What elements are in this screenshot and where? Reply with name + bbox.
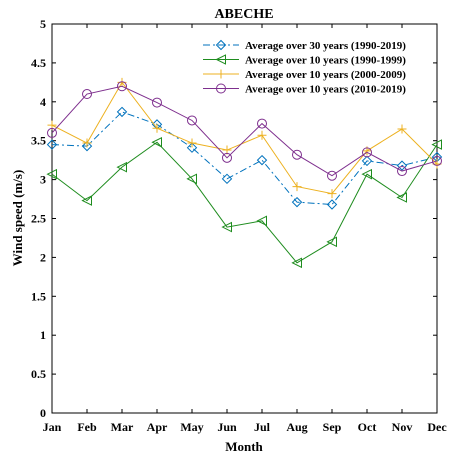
data-point <box>46 139 58 150</box>
data-point <box>81 195 92 206</box>
data-point <box>82 89 92 100</box>
legend-entry: Average over 10 years (2000-2009) <box>245 69 406 81</box>
series-line-3 <box>51 85 438 177</box>
data-point <box>117 81 127 92</box>
data-point <box>256 154 268 166</box>
x-tick-label: Jan <box>43 420 62 434</box>
x-tick-label: Jul <box>254 420 271 434</box>
data-point <box>292 182 302 192</box>
data-point <box>361 168 372 180</box>
x-tick-label: Sep <box>323 420 342 434</box>
x-tick-label: Jun <box>217 420 237 434</box>
data-point <box>186 142 198 153</box>
data-point <box>257 118 267 129</box>
y-tick-label: 0.5 <box>31 367 46 381</box>
x-tick-label: Nov <box>392 420 413 434</box>
data-point <box>257 130 267 140</box>
data-point <box>432 155 442 166</box>
x-tick-label: Mar <box>111 420 134 434</box>
x-tick-label: Oct <box>358 420 377 434</box>
y-tick-label: 4.5 <box>31 56 46 70</box>
y-tick-label: 0 <box>40 406 46 420</box>
plot-area: 0 0.5 1 1.5 2 2.5 3 3.5 4 4.5 5 Jan Feb Mar Apr May Jun J… <box>31 17 447 434</box>
y-tick-label: 1 <box>40 328 46 342</box>
data-point <box>47 127 57 138</box>
data-point <box>81 140 93 152</box>
x-tick-label: Dec <box>427 420 447 434</box>
data-point <box>256 215 267 227</box>
y-tick-label: 3 <box>40 173 46 187</box>
legend-marker-2 <box>216 69 226 79</box>
legend-entry: Average over 10 years (1990-1999) <box>245 55 406 67</box>
data-point <box>82 138 92 148</box>
data-point <box>187 115 197 126</box>
legend: Average over 30 years (1990-2019) Average… <box>203 39 406 96</box>
data-point <box>186 173 197 185</box>
data-point <box>187 138 197 148</box>
data-point <box>116 161 127 173</box>
series-line-2 <box>51 81 438 195</box>
data-point <box>117 77 127 87</box>
data-point <box>397 166 407 177</box>
legend-marker-3 <box>216 83 226 94</box>
y-tick-label: 3.5 <box>31 134 46 148</box>
data-point <box>292 149 302 160</box>
legend-entry: Average over 10 years (2010-2019) <box>245 84 406 96</box>
legend-marker-0 <box>215 39 227 51</box>
data-point <box>361 155 373 167</box>
data-point <box>222 152 232 163</box>
x-tick-label: Feb <box>77 420 97 434</box>
series-line-1 <box>51 141 438 264</box>
data-point <box>431 139 442 150</box>
data-point <box>326 236 337 248</box>
x-tick-label: May <box>180 420 203 434</box>
data-point <box>397 124 407 134</box>
data-point <box>326 199 338 210</box>
data-point <box>327 189 337 199</box>
data-point <box>116 106 128 118</box>
data-point <box>291 196 303 208</box>
x-axis-label: Month <box>225 439 263 454</box>
y-tick-label: 5 <box>40 17 46 31</box>
chart-title: ABECHE <box>214 7 273 22</box>
y-tick-label: 1.5 <box>31 289 46 303</box>
series-line-0 <box>51 111 438 206</box>
y-tick-label: 4 <box>40 95 46 109</box>
data-point <box>152 123 162 133</box>
y-tick-label: 2 <box>40 250 46 264</box>
data-point <box>362 147 372 158</box>
x-tick-label: Apr <box>147 420 168 434</box>
data-point <box>152 97 162 108</box>
data-point <box>46 168 57 180</box>
data-point <box>151 136 162 148</box>
x-tick-label: Aug <box>286 420 307 434</box>
plot-frame <box>51 23 438 414</box>
data-point <box>327 170 337 181</box>
y-tick-label: 2.5 <box>31 212 46 226</box>
data-point <box>221 173 233 185</box>
data-point <box>396 160 408 171</box>
legend-entry: Average over 30 years (1990-2019) <box>245 40 406 52</box>
data-point <box>396 192 407 203</box>
legend-marker-1 <box>215 54 226 65</box>
data-point <box>291 257 302 269</box>
y-axis-label: Wind speed (m/s) <box>10 170 25 267</box>
data-point <box>221 221 232 233</box>
